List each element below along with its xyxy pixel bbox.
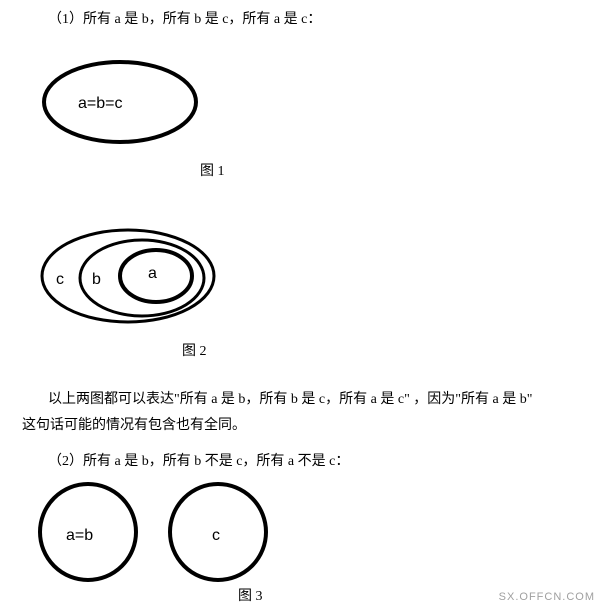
svg-text:b: b (92, 271, 101, 288)
svg-text:c: c (56, 271, 64, 288)
paragraph-line-2: 这句话可能的情况有包含也有全同。 (22, 414, 246, 434)
svg-text:c: c (212, 527, 220, 544)
premise-1-text: （1）所有 a 是 b，所有 b 是 c，所有 a 是 c： (48, 8, 321, 28)
figure-2-caption: 图 2 (182, 340, 207, 360)
figure-3: a=b c (30, 480, 290, 590)
svg-text:a=b: a=b (66, 527, 93, 544)
paragraph-line-1: 以上两图都可以表达"所有 a 是 b，所有 b 是 c，所有 a 是 c" ，因… (48, 388, 532, 408)
watermark: SX.OFFCN.COM (499, 591, 595, 603)
figure-3-caption: 图 3 (238, 585, 263, 605)
figure-1: a=b=c (32, 52, 212, 152)
premise-2-text: （2）所有 a 是 b，所有 b 不是 c，所有 a 不是 c： (48, 450, 349, 470)
figure-1-caption: 图 1 (200, 160, 225, 180)
svg-text:a=b=c: a=b=c (78, 95, 122, 112)
figure-2: cba (30, 222, 230, 332)
svg-text:a: a (148, 265, 157, 282)
